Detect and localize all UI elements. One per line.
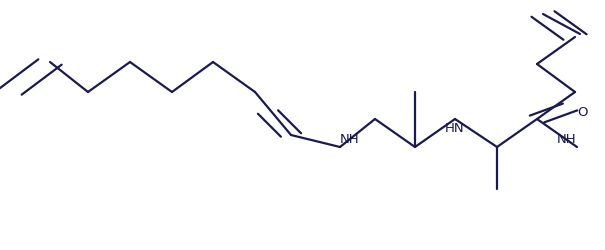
Text: HN: HN (445, 121, 465, 134)
Text: O: O (577, 105, 587, 118)
Text: NH: NH (557, 133, 577, 146)
Text: NH: NH (340, 133, 360, 146)
